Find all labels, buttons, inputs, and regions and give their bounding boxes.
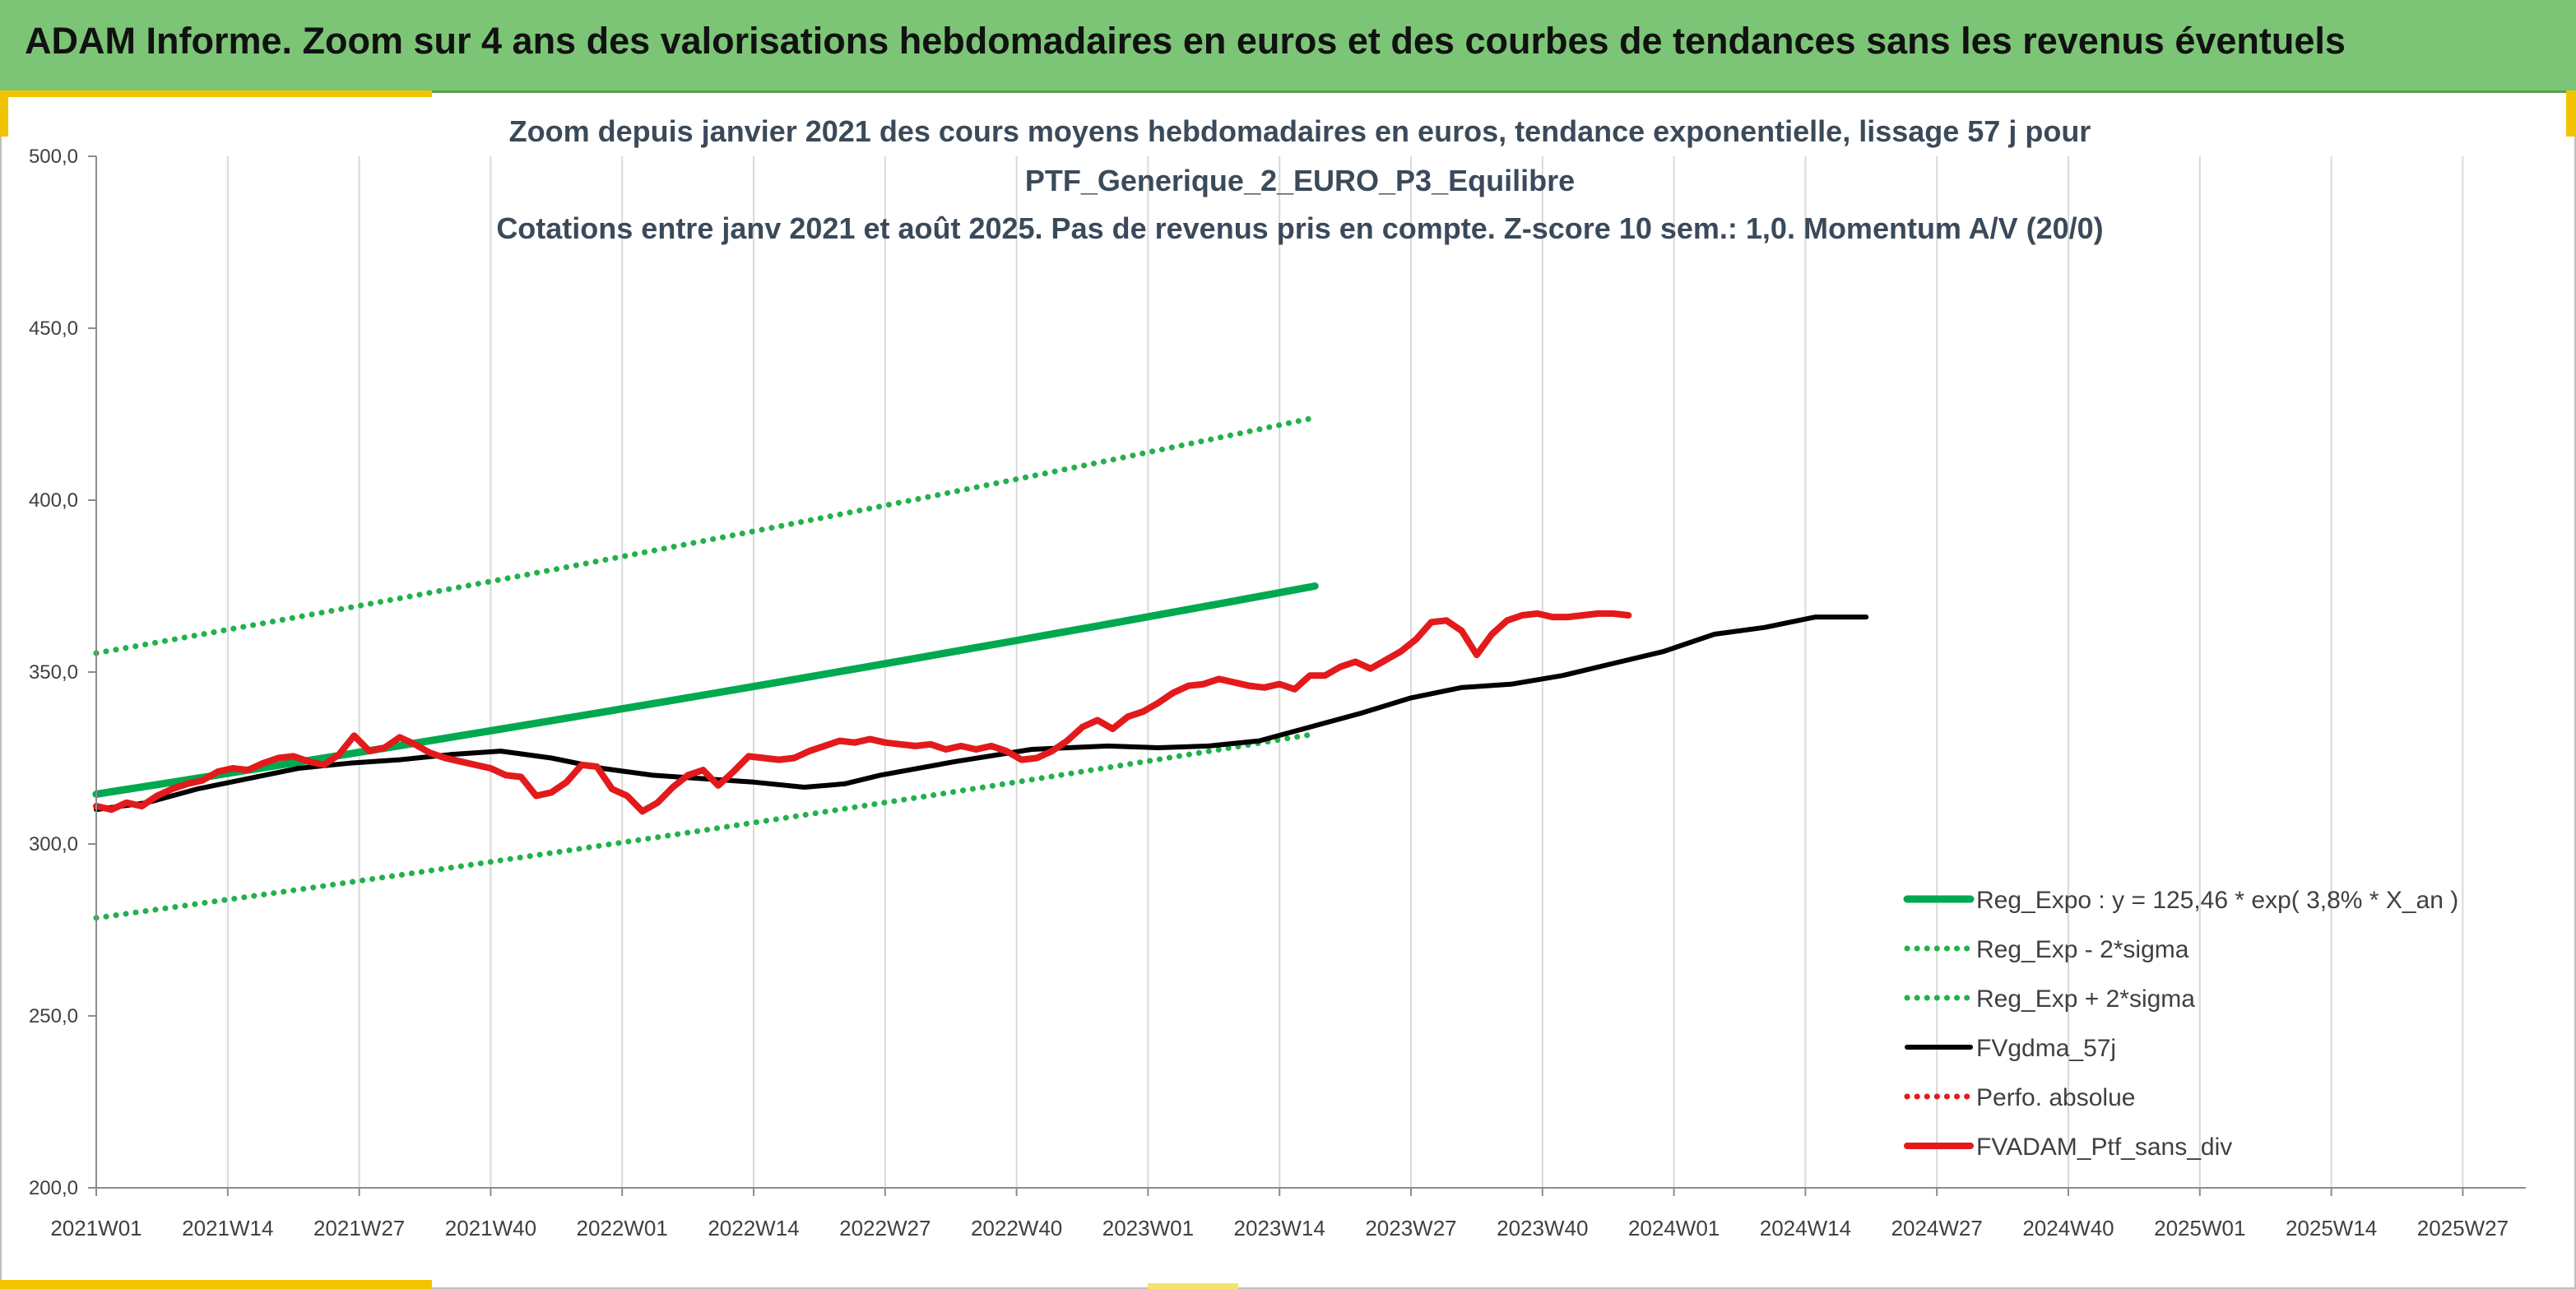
accent-bar-top-left — [0, 90, 432, 97]
x-tick-label: 2021W01 — [50, 1216, 142, 1240]
title-banner: ADAM Informe. Zoom sur 4 ans des valoris… — [0, 0, 2576, 93]
legend-label: Reg_Exp - 2*sigma — [1976, 936, 2189, 963]
series-line — [94, 614, 1869, 813]
x-tick-label: 2021W27 — [313, 1216, 405, 1240]
x-tick-label: 2024W14 — [1760, 1216, 1851, 1240]
x-tick-label: 2022W01 — [577, 1216, 668, 1240]
legend: Reg_Expo : y = 125,46 * exp( 3,8% * X_an… — [1903, 887, 2458, 1161]
accent-bar-bottom-left — [0, 1280, 432, 1289]
y-tick-label: 500,0 — [29, 146, 78, 168]
y-tick-label: 200,0 — [29, 1177, 78, 1199]
y-tick-label: 350,0 — [29, 661, 78, 684]
x-tick-label: 2021W14 — [182, 1216, 273, 1240]
legend-label: FVADAM_Ptf_sans_div — [1976, 1134, 2232, 1161]
y-tick-label: 450,0 — [29, 318, 78, 340]
x-tick-label: 2024W01 — [1628, 1216, 1720, 1240]
x-tick-label: 2022W40 — [971, 1216, 1062, 1240]
grid-lines — [226, 156, 2464, 1188]
legend-label: Reg_Exp + 2*sigma — [1976, 985, 2195, 1013]
x-tick-label: 2022W27 — [839, 1216, 931, 1240]
x-tick-label: 2024W27 — [1891, 1216, 1983, 1240]
chart-title: Zoom depuis janvier 2021 des cours moyen… — [496, 114, 2103, 245]
series-line — [93, 730, 1318, 921]
y-tick-label: 300,0 — [29, 833, 78, 855]
x-tick-label: 2025W27 — [2417, 1216, 2509, 1240]
accent-bar-left — [0, 90, 8, 137]
chart-title-line: Cotations entre janv 2021 et août 2025. … — [496, 211, 2103, 245]
series-line — [93, 610, 1632, 815]
y-tick-label: 400,0 — [29, 489, 78, 512]
legend-label: Perfo. absolue — [1976, 1084, 2135, 1111]
chart-title-line: PTF_Generique_2_EURO_P3_Equilibre — [1025, 164, 1575, 197]
accent-bar-bottom-middle — [1148, 1283, 1238, 1289]
accent-bar-right — [2566, 90, 2576, 137]
legend-label: Reg_Expo : y = 125,46 * exp( 3,8% * X_an… — [1976, 887, 2458, 914]
chart-title-line: Zoom depuis janvier 2021 des cours moyen… — [509, 114, 2091, 148]
banner-title: ADAM Informe. Zoom sur 4 ans des valoris… — [25, 20, 2346, 62]
x-tick-label: 2023W14 — [1234, 1216, 1325, 1240]
x-tick-label: 2025W14 — [2286, 1216, 2377, 1240]
y-tick-label: 250,0 — [29, 1005, 78, 1027]
series-line — [92, 582, 1319, 798]
x-tick-label: 2021W40 — [445, 1216, 536, 1240]
x-tick-label: 2023W01 — [1102, 1216, 1194, 1240]
x-tick-label: 2023W27 — [1365, 1216, 1456, 1240]
x-tick-label: 2022W14 — [708, 1216, 799, 1240]
x-tick-label: 2024W40 — [2022, 1216, 2114, 1240]
x-tick-label: 2023W40 — [1497, 1216, 1588, 1240]
legend-label: FVgdma_57j — [1976, 1035, 2116, 1062]
series-line — [93, 415, 1318, 656]
x-tick-label: 2025W01 — [2154, 1216, 2245, 1240]
series-lines — [92, 415, 1869, 921]
axes: 2021W01 2021W14 2021W27 2021W40 2022W01 2022W… — [29, 146, 2526, 1240]
